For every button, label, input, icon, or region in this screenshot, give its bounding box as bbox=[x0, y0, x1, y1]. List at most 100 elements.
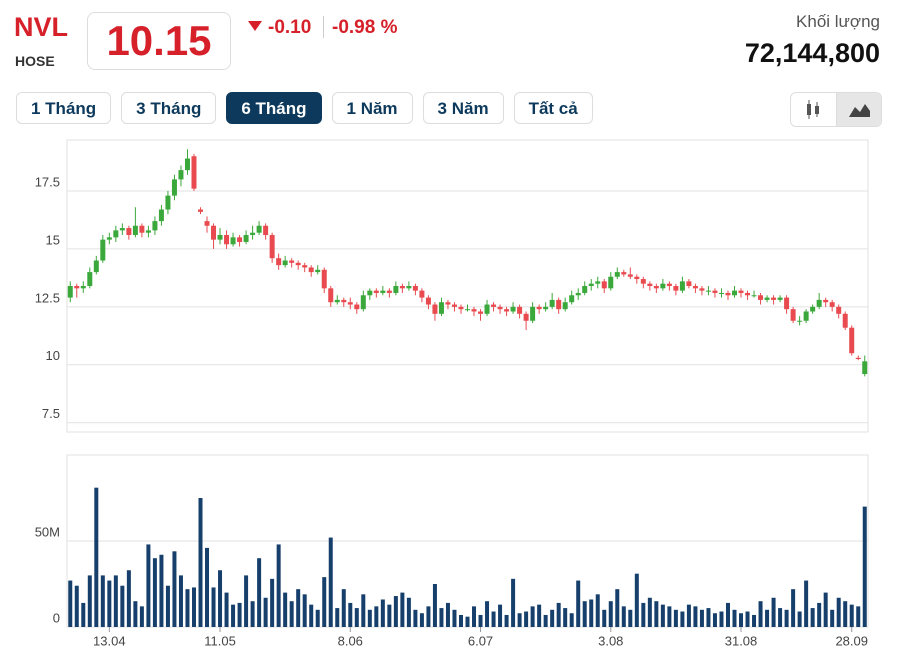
candle-body bbox=[829, 302, 835, 307]
candle-body bbox=[497, 306, 503, 310]
candle-body bbox=[243, 235, 249, 242]
volume-bar bbox=[406, 597, 411, 627]
candle-body bbox=[530, 306, 536, 321]
volume-bar bbox=[582, 601, 587, 627]
candle-body bbox=[87, 272, 93, 286]
volume-bar bbox=[849, 604, 854, 627]
volume-bar bbox=[621, 606, 626, 627]
volume-bar bbox=[387, 604, 392, 627]
candle-body bbox=[321, 269, 327, 289]
candle-body bbox=[816, 299, 822, 307]
candle-body bbox=[126, 228, 132, 236]
volume-bar bbox=[563, 608, 568, 627]
candle-body bbox=[543, 306, 549, 310]
range-tab[interactable]: 3 Năm bbox=[422, 92, 504, 124]
volume-bar bbox=[113, 575, 118, 627]
candle-body bbox=[282, 260, 288, 266]
candle-body bbox=[569, 295, 575, 303]
volume-bar bbox=[862, 506, 867, 627]
volume-bar bbox=[393, 596, 398, 627]
volume-bar bbox=[426, 606, 431, 627]
candle-body bbox=[224, 235, 230, 245]
candle-body bbox=[803, 311, 809, 321]
x-tick-label: 6.07 bbox=[468, 633, 493, 648]
candle-body bbox=[113, 230, 119, 238]
volume-bar bbox=[680, 611, 685, 627]
volume-bar bbox=[739, 613, 744, 627]
volume-bar bbox=[797, 611, 802, 627]
candle-body bbox=[510, 306, 516, 312]
volume-bar bbox=[654, 601, 659, 627]
candle-body bbox=[419, 290, 425, 298]
candle-body bbox=[406, 286, 412, 289]
tab-bar: 1 Tháng 3 Tháng 6 Tháng 1 Năm 3 Năm Tất cả bbox=[16, 92, 593, 124]
volume-bar bbox=[823, 592, 828, 627]
candle-body bbox=[386, 290, 392, 293]
candle-body bbox=[777, 297, 783, 300]
candle-body bbox=[836, 306, 842, 314]
volume-bar bbox=[374, 606, 379, 627]
candle-body bbox=[810, 306, 816, 312]
range-tab[interactable]: Tất cả bbox=[513, 92, 593, 124]
volume-bar bbox=[589, 599, 594, 627]
volume-bar bbox=[68, 580, 73, 627]
volume-bar bbox=[810, 608, 815, 627]
candle-body bbox=[640, 279, 646, 284]
candle-body bbox=[771, 297, 777, 300]
candle-body bbox=[432, 304, 438, 314]
volume-bar bbox=[634, 573, 639, 627]
candle-body bbox=[198, 209, 203, 212]
range-tab[interactable]: 6 Tháng bbox=[226, 92, 322, 124]
range-tab[interactable]: 1 Năm bbox=[331, 92, 413, 124]
volume-bar bbox=[504, 614, 509, 627]
volume-bar bbox=[615, 589, 620, 627]
candle-body bbox=[74, 286, 80, 289]
volume-bar bbox=[419, 613, 424, 627]
range-tab[interactable]: 1 Tháng bbox=[16, 92, 112, 124]
volume-bar bbox=[315, 609, 320, 627]
volume-bar bbox=[198, 498, 203, 627]
volume-bar bbox=[712, 613, 717, 627]
candle-body bbox=[784, 297, 790, 310]
area-button[interactable] bbox=[836, 93, 881, 126]
y-tick-label: 15 bbox=[46, 232, 60, 247]
candle-body bbox=[295, 262, 301, 266]
candle-body bbox=[504, 309, 510, 312]
volume-bar bbox=[270, 578, 275, 627]
candle-body bbox=[341, 299, 347, 303]
volume-bar bbox=[191, 587, 196, 627]
candle-body bbox=[660, 283, 666, 289]
y-tick-label: 17.5 bbox=[35, 174, 60, 189]
volume-bar bbox=[498, 604, 503, 627]
volume-bar bbox=[673, 609, 678, 627]
volume-bar bbox=[595, 594, 600, 627]
volume-bar bbox=[719, 611, 724, 627]
candle-button[interactable] bbox=[791, 93, 837, 126]
volume-bar bbox=[361, 594, 366, 627]
panel-frame bbox=[66, 139, 869, 433]
price: 10.15 bbox=[87, 12, 231, 70]
volume-bar bbox=[472, 606, 477, 627]
range-tab[interactable]: 3 Tháng bbox=[121, 92, 217, 124]
candle-body bbox=[712, 290, 718, 293]
candle-body bbox=[855, 357, 861, 359]
x-tick-label: 8.06 bbox=[338, 633, 363, 648]
volume-bar bbox=[309, 604, 314, 627]
volume-bar bbox=[452, 609, 457, 627]
volume-bar bbox=[250, 601, 255, 627]
candle-body bbox=[465, 309, 470, 311]
volume-bar bbox=[725, 602, 730, 627]
volume-bar bbox=[276, 544, 281, 627]
candle-body bbox=[106, 237, 112, 240]
volume-bar bbox=[172, 551, 177, 627]
candle-body bbox=[653, 286, 659, 289]
volume-bar bbox=[211, 587, 216, 627]
candle-body bbox=[308, 267, 314, 273]
candle-body bbox=[158, 209, 164, 222]
candle-body bbox=[647, 283, 653, 286]
volume-bar bbox=[608, 601, 613, 627]
x-tick-label: 13.04 bbox=[93, 633, 126, 648]
volume-label: Khối lượng bbox=[796, 12, 880, 31]
volume-bar bbox=[100, 575, 105, 627]
